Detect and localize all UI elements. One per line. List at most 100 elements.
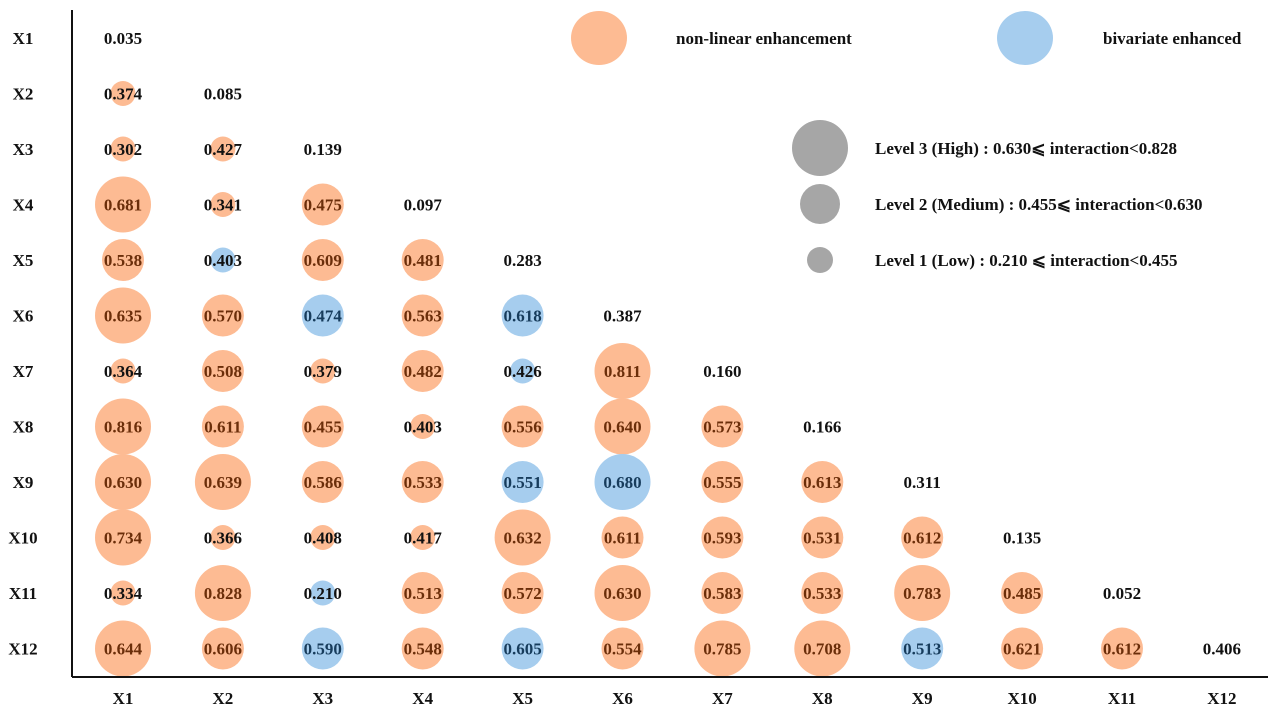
value-label-X10-X10: 0.135 (1003, 529, 1041, 548)
value-label-X12-X4: 0.548 (404, 640, 442, 659)
bubble-X10-X6 (601, 516, 644, 559)
x-tick-X6: X6 (612, 689, 633, 708)
bubble-X2-X1 (110, 81, 136, 106)
bubble-X7-X6 (594, 343, 651, 399)
bubble-X6-X5 (501, 294, 544, 337)
y-tick-X1: X1 (13, 29, 34, 48)
bubble-X12-X4 (401, 627, 444, 670)
bubble-X7-X4 (401, 350, 444, 392)
bubble-X9-X8 (801, 461, 844, 503)
bubble-layer (95, 81, 1143, 677)
value-label-X8-X8: 0.166 (803, 418, 841, 437)
value-label-X12-X12: 0.406 (1203, 640, 1241, 659)
bubble-X12-X11 (1101, 627, 1143, 670)
bubble-X4-X2 (210, 192, 236, 217)
bubble-X12-X7 (694, 620, 751, 677)
value-label-X10-X9: 0.612 (903, 529, 941, 548)
y-tick-X7: X7 (13, 362, 34, 381)
x-tick-X12: X12 (1207, 689, 1236, 708)
value-label-layer: 0.035 0.374 0.085 0.302 0.427 0.139 0.681 0.341… (104, 29, 1241, 659)
x-tick-X5: X5 (512, 689, 533, 708)
x-tick-X8: X8 (812, 689, 833, 708)
bubble-X6-X4 (401, 294, 444, 337)
bubble-X10-X5 (494, 509, 551, 566)
value-label-X11-X11: 0.052 (1103, 584, 1141, 603)
value-label-X10-X7: 0.593 (703, 529, 741, 548)
x-tick-X7: X7 (712, 689, 733, 708)
bubble-X11-X5 (501, 572, 544, 614)
value-label-X12-X10: 0.621 (1003, 640, 1041, 659)
y-tick-X3: X3 (13, 140, 34, 159)
value-label-X10-X1: 0.734 (104, 529, 143, 548)
legend-label-bivariate: bivariate enhanced (1103, 29, 1242, 48)
bubble-X8-X3 (301, 405, 344, 448)
value-label-X7-X7: 0.160 (703, 362, 741, 381)
value-label-X5-X2: 0.403 (204, 251, 242, 270)
bubble-X11-X1 (110, 580, 136, 606)
value-label-X12-X1: 0.644 (104, 640, 143, 659)
legend-level-1-label: Level 1 (Low) : 0.210 ⩽ interaction<0.45… (875, 251, 1178, 270)
value-label-X9-X2: 0.639 (204, 473, 242, 492)
bubble-X11-X4 (401, 572, 444, 614)
bubble-X12-X8 (794, 620, 851, 677)
value-label-X4-X3: 0.475 (304, 196, 342, 215)
bubble-X10-X4 (410, 525, 436, 550)
bubble-X9-X5 (501, 461, 544, 503)
bubble-X12-X1 (95, 620, 151, 677)
value-label-X5-X1: 0.538 (104, 251, 142, 270)
value-label-X9-X4: 0.533 (404, 473, 442, 492)
value-label-X11-X8: 0.533 (803, 584, 841, 603)
bubble-X8-X7 (701, 405, 744, 448)
value-label-X12-X9: 0.513 (903, 640, 941, 659)
value-label-X6-X5: 0.618 (503, 307, 541, 326)
bubble-X11-X10 (1001, 572, 1044, 614)
value-label-X11-X5: 0.572 (503, 584, 541, 603)
bubble-X7-X2 (201, 350, 244, 392)
x-tick-X2: X2 (213, 689, 234, 708)
value-label-X11-X3: 0.210 (304, 584, 342, 603)
x-tick-X4: X4 (412, 689, 433, 708)
value-label-X6-X4: 0.563 (404, 307, 442, 326)
value-label-X8-X2: 0.611 (204, 418, 241, 437)
bubble-X12-X2 (201, 627, 244, 670)
y-tick-X12: X12 (8, 640, 37, 659)
value-label-X11-X2: 0.828 (204, 584, 242, 603)
y-tick-X11: X11 (9, 584, 37, 603)
y-tick-X9: X9 (13, 473, 34, 492)
value-label-X11-X7: 0.583 (703, 584, 741, 603)
bubble-X9-X4 (401, 461, 444, 503)
bubble-X3-X2 (210, 136, 236, 162)
bubble-X12-X10 (1001, 627, 1044, 670)
value-label-X10-X5: 0.632 (503, 529, 541, 548)
value-label-X1-X1: 0.035 (104, 29, 142, 48)
value-label-X11-X9: 0.783 (903, 584, 941, 603)
bubble-X9-X2 (194, 454, 251, 510)
x-tick-X1: X1 (113, 689, 134, 708)
bubble-X4-X3 (301, 183, 344, 226)
value-label-X8-X6: 0.640 (603, 418, 641, 437)
value-label-X12-X8: 0.708 (803, 640, 841, 659)
value-label-X9-X8: 0.613 (803, 473, 841, 492)
x-tick-X11: X11 (1108, 689, 1136, 708)
bubble-X8-X4 (410, 414, 436, 439)
value-label-X6-X2: 0.570 (204, 307, 242, 326)
bubble-X9-X3 (301, 461, 344, 503)
legend-level-3-circle (792, 120, 848, 176)
value-label-X7-X1: 0.364 (104, 362, 143, 381)
value-label-X7-X5: 0.426 (503, 362, 541, 381)
legend-level-3-label: Level 3 (High) : 0.630⩽ interaction<0.82… (875, 139, 1177, 158)
value-label-X7-X6: 0.811 (604, 362, 641, 381)
x-tick-X9: X9 (912, 689, 933, 708)
bubble-X8-X1 (95, 398, 151, 455)
value-label-X11-X1: 0.334 (104, 584, 143, 603)
value-label-X10-X4: 0.417 (404, 529, 443, 548)
bubble-X6-X1 (95, 287, 151, 344)
value-label-X3-X3: 0.139 (304, 140, 342, 159)
value-label-X9-X1: 0.630 (104, 473, 142, 492)
bubble-X6-X3 (301, 294, 344, 337)
x-tick-labels: X1 X2 X3 X4 X5 X6 X7 X8 X9 X10 X11 X12 (113, 689, 1237, 708)
value-label-X12-X6: 0.554 (603, 640, 642, 659)
bubble-X11-X6 (594, 565, 651, 621)
value-label-X5-X5: 0.283 (503, 251, 541, 270)
bubble-X9-X1 (95, 454, 151, 510)
